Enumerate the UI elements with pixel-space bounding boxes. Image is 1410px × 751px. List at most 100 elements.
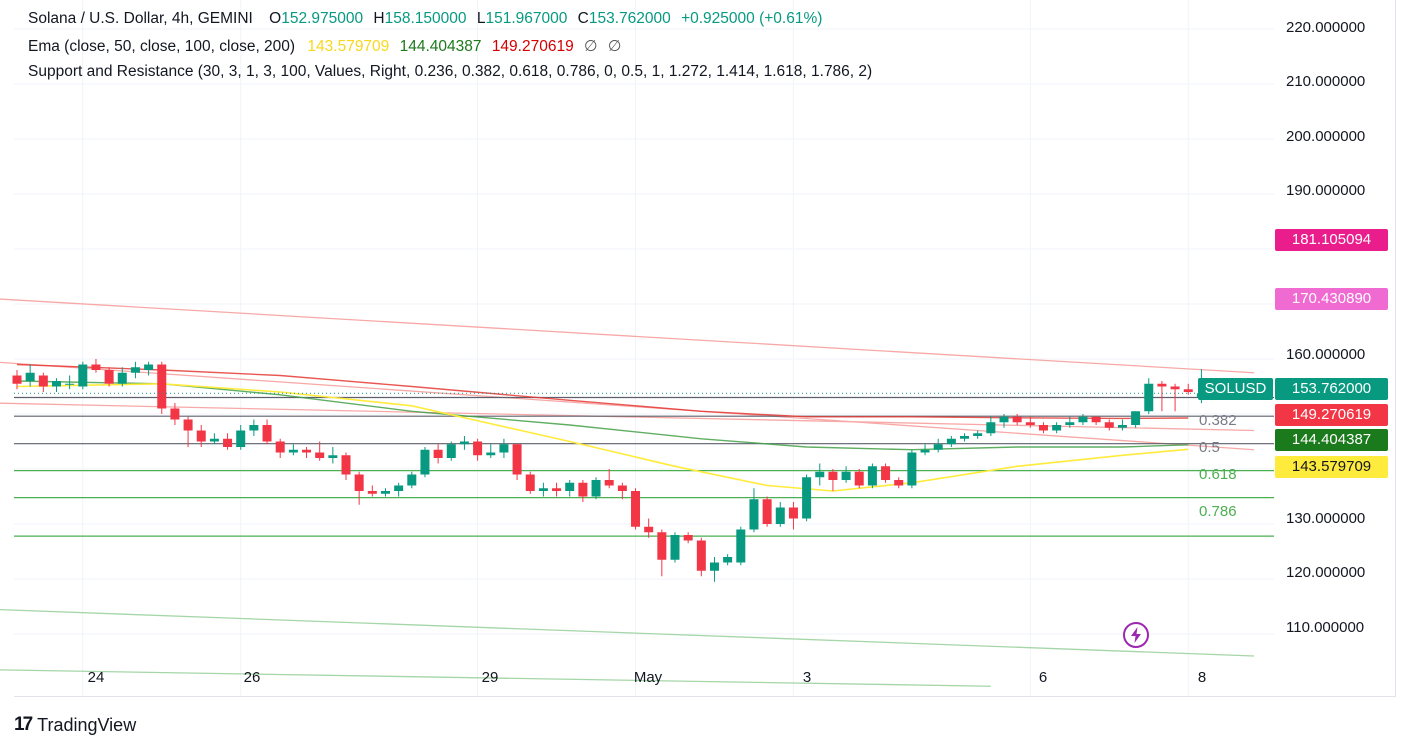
candle-body [696, 540, 706, 571]
candle [565, 480, 575, 497]
candle-body [604, 480, 614, 486]
candle-body [854, 471, 864, 486]
candles [12, 359, 1206, 582]
channel-line [0, 361, 1255, 451]
candle-body [881, 466, 891, 480]
lightning-bolt-icon[interactable] [1122, 621, 1150, 649]
legend-close: 153.762000 [588, 10, 671, 27]
y-tick-160: 160.000000 [1286, 346, 1366, 363]
candle-body [788, 507, 798, 519]
candle-body [867, 466, 877, 486]
candle [380, 488, 390, 497]
candle-body [78, 364, 88, 387]
candle-body [1038, 425, 1048, 431]
candle [631, 488, 641, 530]
candle [867, 463, 877, 489]
candle-body [946, 438, 956, 445]
candle [854, 469, 864, 489]
fib-label-0382: 0.382 [1199, 412, 1237, 429]
candle-body [986, 422, 996, 434]
candle [1131, 411, 1141, 428]
candle [907, 449, 917, 489]
candle-body [973, 433, 983, 436]
legend-ema-row[interactable]: Ema (close, 50, close, 100, close, 200) … [28, 37, 621, 56]
candle [288, 444, 298, 456]
legend-ema100-value: 144.404387 [399, 38, 482, 55]
legend-symbol-row[interactable]: Solana / U.S. Dollar, 4h, GEMINI O152.97… [28, 10, 822, 28]
candle [1038, 422, 1048, 434]
candle [486, 444, 496, 458]
candle [657, 529, 667, 577]
candle [1091, 416, 1101, 425]
candle [894, 477, 904, 489]
candle-body [1144, 383, 1154, 412]
candle-body [657, 532, 667, 560]
candle-body [1012, 416, 1022, 423]
tradingview-wordmark: TradingView [37, 714, 137, 735]
candle [644, 518, 654, 538]
candle [499, 438, 509, 458]
ema100-tag: 144.404387 [1275, 429, 1388, 451]
candle [25, 364, 35, 387]
legend-ema50-value: 143.579709 [307, 38, 390, 55]
candle-body [328, 455, 338, 458]
candle [1012, 414, 1022, 425]
legend-sr-row[interactable]: Support and Resistance (30, 3, 1, 3, 100… [28, 63, 872, 81]
candle-body [302, 449, 312, 453]
candle [275, 438, 285, 458]
legend-change: +0.925000 (+0.61%) [681, 10, 823, 27]
y-tick-120: 120.000000 [1286, 564, 1366, 581]
candle-body [51, 381, 61, 387]
candle [946, 436, 956, 447]
legend-ema-na-2: ∅ [607, 38, 622, 55]
candle [236, 425, 246, 450]
legend-ema-na-1: ∅ [584, 38, 598, 55]
candle-body [1117, 425, 1127, 428]
candle-body [288, 449, 298, 453]
candle-body [1065, 422, 1075, 425]
channel-line [0, 298, 1255, 374]
candle [446, 441, 456, 461]
candle [1065, 416, 1075, 428]
tradingview-logo[interactable]: 17 TradingView [14, 714, 136, 736]
candle [12, 370, 22, 390]
candle [1117, 419, 1127, 431]
candle-body [446, 444, 456, 458]
candle-body [249, 425, 259, 431]
candle [788, 502, 798, 530]
candle [170, 403, 180, 425]
candle-body [104, 370, 114, 384]
candle-body [1157, 383, 1167, 387]
candle-body [828, 471, 838, 480]
candle-body [683, 535, 693, 541]
candle [473, 438, 483, 461]
candle-body [183, 419, 193, 431]
candle-body [644, 526, 654, 533]
candle-body [1025, 422, 1035, 425]
upper-level-tag-1: 181.105094 [1275, 229, 1388, 251]
candle-body [315, 452, 325, 458]
candle [841, 466, 851, 483]
candle-body [473, 441, 483, 456]
candle [341, 452, 351, 480]
candle-body [670, 535, 680, 560]
candle [1104, 419, 1114, 431]
candle [367, 485, 377, 497]
ema200-tag: 149.270619 [1275, 404, 1388, 426]
symbol-tag: SOLUSD [1198, 378, 1273, 400]
candle [709, 557, 719, 582]
candle [315, 441, 325, 461]
candle-body [236, 430, 246, 447]
candle [249, 419, 259, 436]
candle-body [65, 383, 75, 385]
candle-body [209, 438, 219, 442]
candle-body [802, 477, 812, 519]
candle-body [631, 491, 641, 527]
ema100-line [16, 380, 1189, 451]
y-tick-220: 220.000000 [1286, 19, 1366, 36]
candle [578, 480, 588, 502]
candle [723, 554, 733, 566]
candle-body [459, 441, 469, 445]
candle-body [196, 430, 206, 442]
